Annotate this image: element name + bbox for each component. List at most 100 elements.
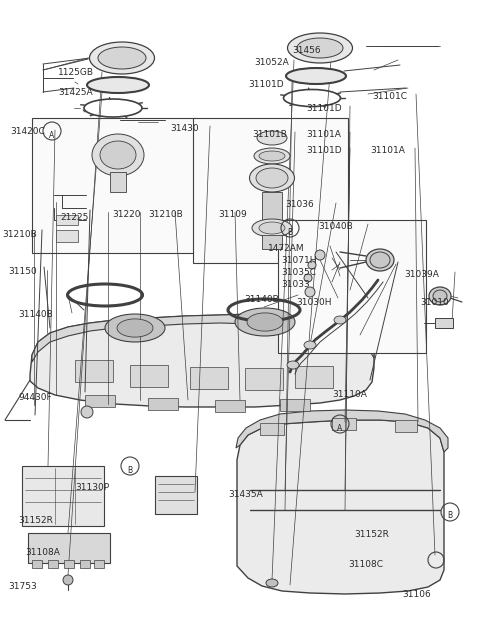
Text: 31071H: 31071H	[281, 256, 316, 265]
Ellipse shape	[370, 252, 390, 268]
Ellipse shape	[257, 131, 287, 145]
Ellipse shape	[266, 579, 278, 587]
Text: 31035C: 31035C	[281, 268, 316, 277]
Text: 31220: 31220	[112, 210, 141, 219]
Text: 94430F: 94430F	[18, 393, 52, 402]
Text: 31110A: 31110A	[332, 390, 367, 399]
Text: B: B	[127, 465, 132, 474]
Bar	[332, 418, 356, 430]
Bar	[280, 399, 310, 411]
Bar	[193, 118, 348, 263]
Text: 31420C: 31420C	[10, 127, 45, 136]
Bar	[32, 560, 42, 568]
Ellipse shape	[105, 314, 165, 342]
Ellipse shape	[89, 42, 155, 74]
Bar	[110, 172, 126, 192]
Text: 31130P: 31130P	[75, 483, 109, 492]
Bar	[262, 235, 282, 249]
Circle shape	[304, 274, 312, 282]
Bar	[435, 318, 453, 328]
Circle shape	[305, 287, 315, 297]
Ellipse shape	[286, 68, 346, 84]
Bar	[48, 560, 58, 568]
Bar	[155, 476, 197, 514]
Bar	[190, 367, 228, 389]
Text: A: A	[337, 424, 343, 433]
Text: 31101D: 31101D	[306, 146, 342, 155]
Text: 31040B: 31040B	[318, 222, 353, 231]
Bar	[85, 395, 115, 407]
Bar	[245, 368, 283, 390]
Text: 31036: 31036	[285, 200, 314, 209]
Text: 31101D: 31101D	[306, 104, 342, 113]
Bar	[148, 398, 178, 410]
Text: 31150: 31150	[8, 267, 37, 276]
Bar	[262, 192, 282, 220]
Polygon shape	[237, 420, 444, 594]
Polygon shape	[30, 314, 374, 407]
Bar	[32, 118, 197, 253]
Bar	[295, 366, 333, 388]
Ellipse shape	[429, 287, 451, 305]
Text: 31152R: 31152R	[18, 516, 53, 525]
Text: 31052A: 31052A	[254, 58, 289, 67]
Ellipse shape	[100, 141, 136, 169]
Text: 31210B: 31210B	[2, 230, 37, 239]
Ellipse shape	[256, 168, 288, 188]
Ellipse shape	[250, 164, 295, 192]
Bar	[64, 560, 74, 568]
Text: 31101A: 31101A	[370, 146, 405, 155]
Ellipse shape	[297, 38, 343, 58]
Text: 31425A: 31425A	[58, 88, 93, 97]
Circle shape	[81, 406, 93, 418]
Bar	[56, 215, 78, 225]
Ellipse shape	[117, 319, 153, 337]
Bar	[94, 560, 104, 568]
Ellipse shape	[235, 308, 295, 336]
Text: 31109: 31109	[218, 210, 247, 219]
Ellipse shape	[334, 316, 346, 324]
Bar	[28, 533, 110, 563]
Circle shape	[63, 575, 73, 585]
Bar	[22, 466, 104, 526]
Ellipse shape	[259, 222, 285, 234]
Text: 31140B: 31140B	[244, 295, 279, 304]
Ellipse shape	[259, 151, 285, 161]
Bar	[395, 420, 417, 432]
Text: 31210B: 31210B	[148, 210, 183, 219]
Ellipse shape	[288, 33, 352, 63]
Bar	[215, 400, 245, 412]
Text: 1125GB: 1125GB	[58, 68, 94, 77]
Bar	[56, 230, 78, 242]
Polygon shape	[236, 410, 448, 452]
Ellipse shape	[254, 148, 290, 164]
Text: 31101B: 31101B	[252, 130, 287, 139]
Ellipse shape	[287, 361, 299, 369]
Text: B: B	[288, 228, 293, 237]
Text: 21225: 21225	[60, 213, 88, 222]
Text: 31010: 31010	[420, 298, 449, 307]
Text: 31101A: 31101A	[306, 130, 341, 139]
Bar	[278, 220, 426, 353]
Text: 31101C: 31101C	[372, 92, 407, 101]
Ellipse shape	[87, 77, 149, 93]
Circle shape	[308, 261, 316, 269]
Bar	[130, 365, 168, 387]
Ellipse shape	[92, 134, 144, 176]
Ellipse shape	[247, 313, 283, 331]
Text: 31753: 31753	[8, 582, 37, 591]
Text: 31456: 31456	[292, 46, 321, 55]
Bar	[260, 423, 284, 435]
Circle shape	[315, 250, 325, 260]
Text: 31106: 31106	[402, 590, 431, 599]
Ellipse shape	[366, 249, 394, 271]
Text: 31435A: 31435A	[228, 490, 263, 499]
Ellipse shape	[304, 341, 316, 349]
Text: 1472AM: 1472AM	[268, 244, 305, 253]
Text: 31101D: 31101D	[248, 80, 284, 89]
Polygon shape	[32, 314, 374, 362]
Text: 31108C: 31108C	[348, 560, 383, 569]
Text: B: B	[447, 512, 453, 520]
Bar	[80, 560, 90, 568]
Text: 31140B: 31140B	[18, 310, 53, 319]
